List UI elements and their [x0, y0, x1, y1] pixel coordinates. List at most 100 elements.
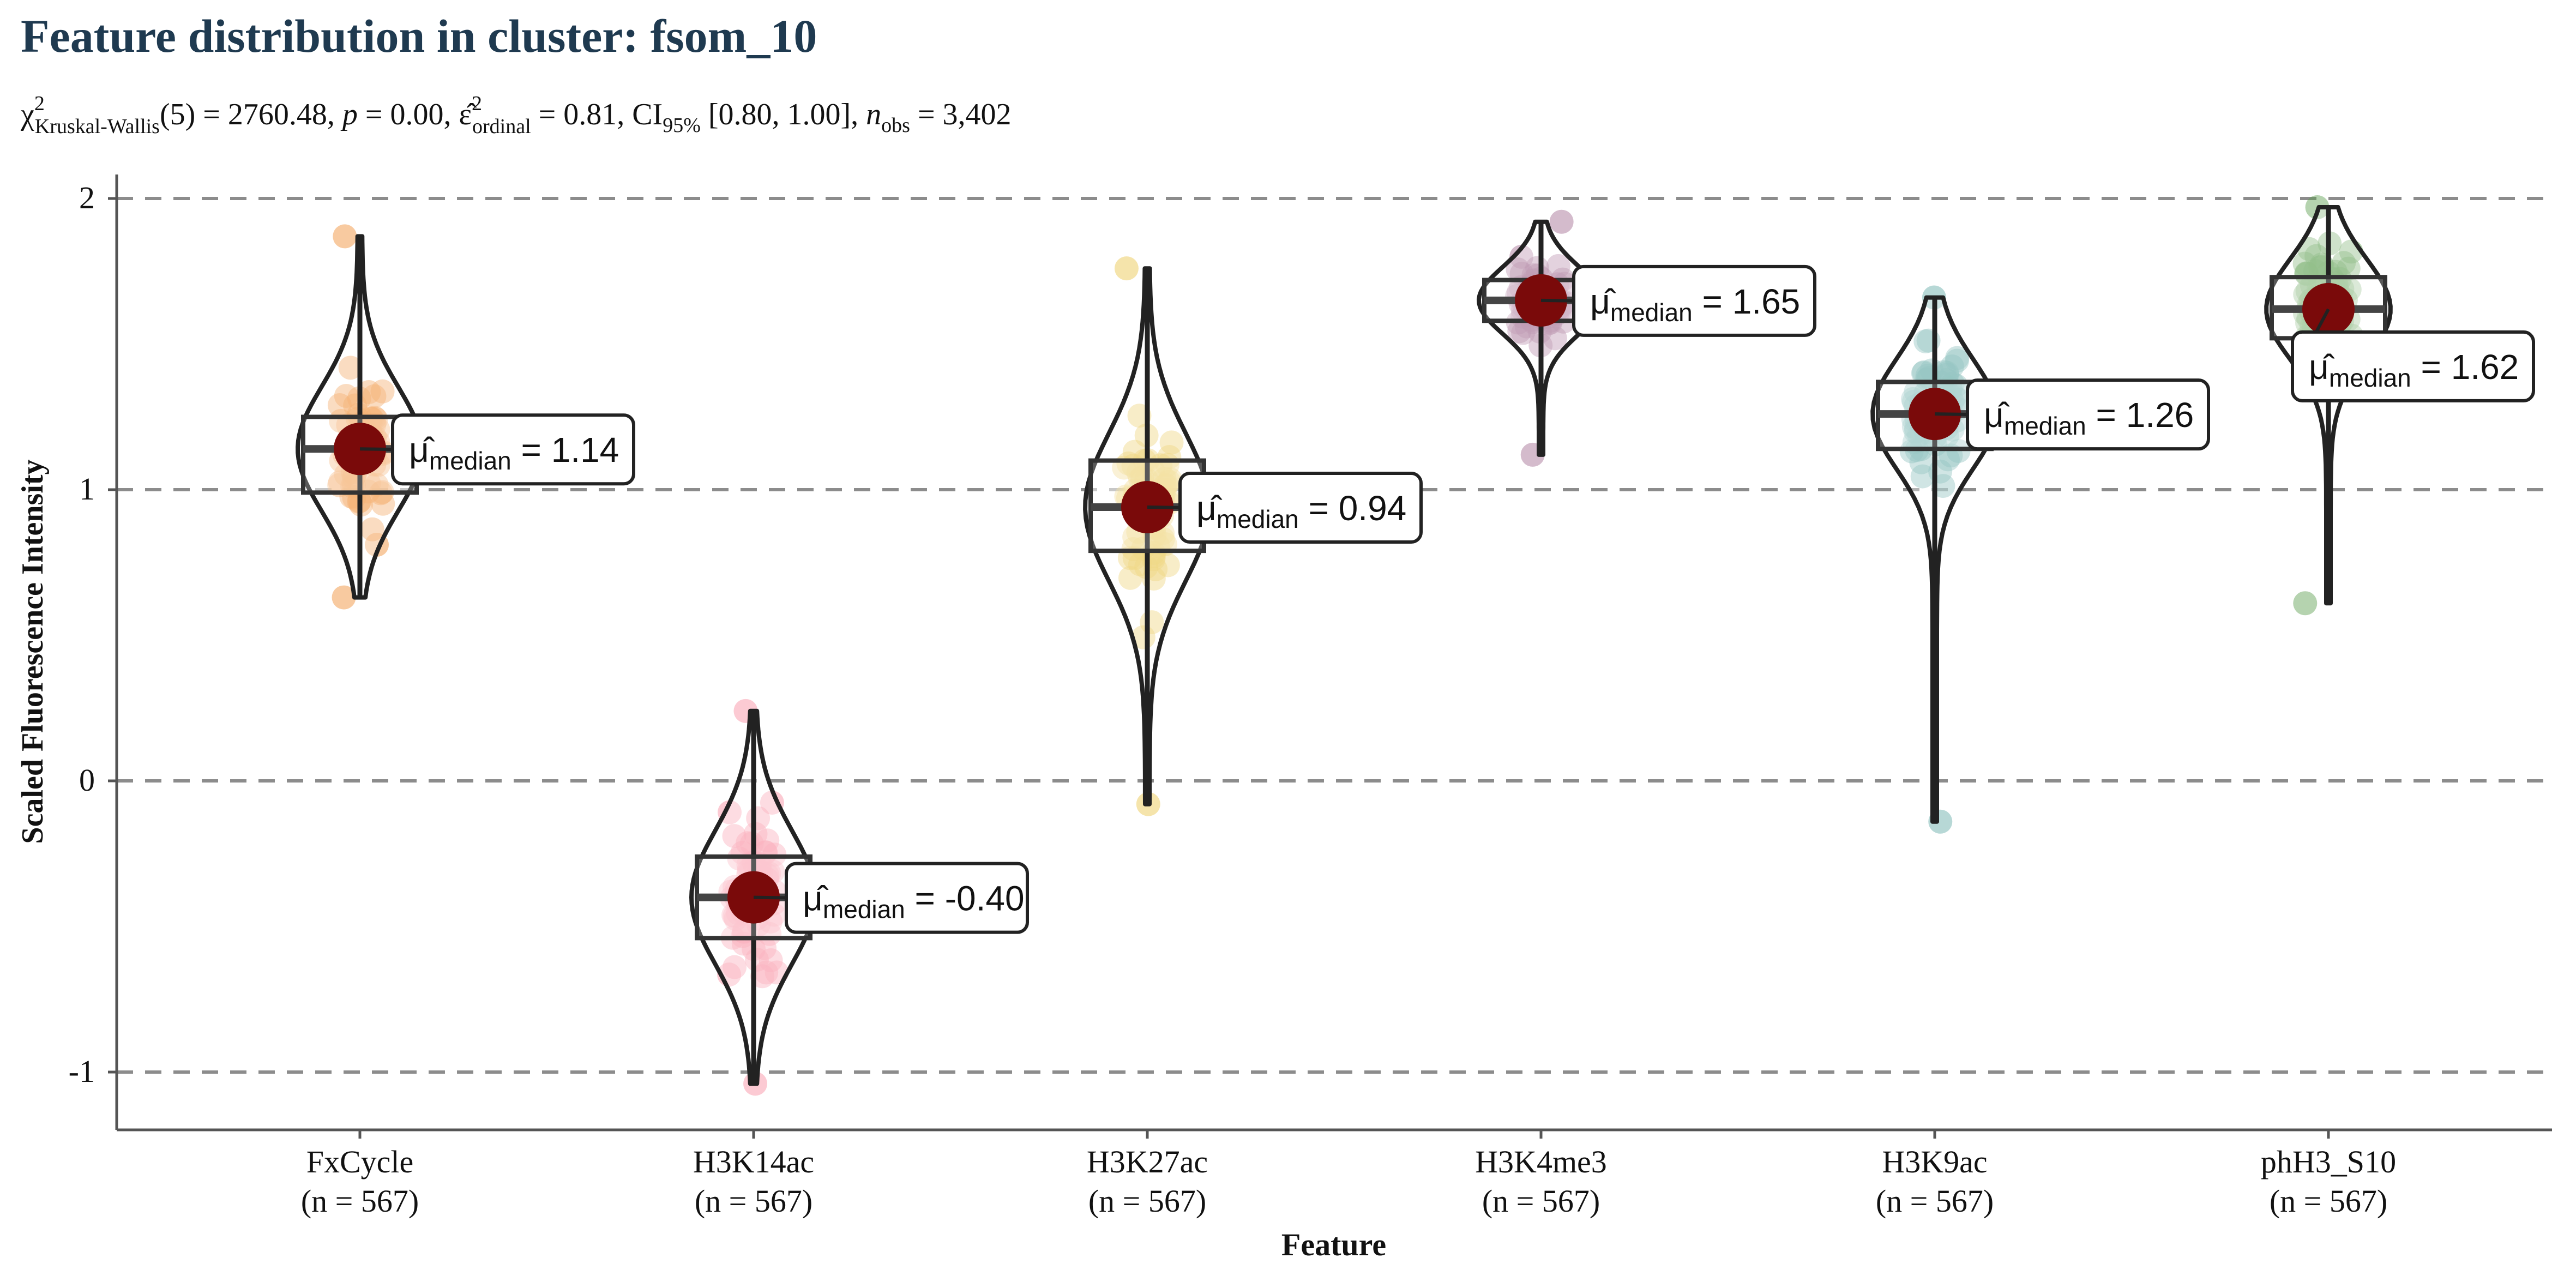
median-label-box — [785, 862, 1029, 934]
data-point — [1546, 254, 1570, 278]
median-label-sub: median — [429, 447, 511, 475]
median-label-value: = 1.65 — [1693, 282, 1801, 321]
data-point — [360, 517, 384, 541]
y-tick-label: 0 — [79, 762, 95, 798]
x-tick-label: H3K27ac — [1087, 1144, 1208, 1179]
x-tick-label: H3K14ac — [693, 1144, 814, 1179]
data-point — [1509, 244, 1534, 269]
median-label-sub: median — [823, 895, 905, 924]
subtitle-n-var: n — [866, 98, 881, 131]
y-tick-label: 1 — [79, 471, 95, 507]
x-tick-count: (n = 567) — [2270, 1183, 2387, 1219]
subtitle-ci-sub: 95% — [663, 114, 701, 137]
data-point — [1151, 527, 1175, 551]
data-point — [1114, 256, 1139, 281]
data-point — [722, 824, 747, 848]
subtitle-n-val: = 3,402 — [910, 98, 1012, 131]
data-point — [2294, 262, 2319, 286]
median-label: μ̂median = 0.94 — [1196, 489, 1406, 533]
boxplots — [301, 207, 2387, 1084]
data-point — [338, 356, 363, 380]
data-point — [723, 955, 747, 979]
data-point — [1159, 430, 1184, 455]
data-point — [1936, 447, 1960, 472]
median-label: μ̂median = 1.65 — [1590, 282, 1800, 327]
subtitle-chi-sup: 2 — [34, 92, 45, 115]
data-point — [1913, 329, 1938, 354]
y-axis-label: Scaled Fluorescence Intensity — [16, 459, 50, 844]
data-point — [1945, 348, 1970, 373]
median-label-sub: median — [1217, 505, 1299, 533]
median-label-value: = 0.94 — [1299, 489, 1407, 528]
median-label-value: = -0.40 — [905, 879, 1025, 918]
data-point — [2332, 251, 2356, 275]
subtitle-df-stat: (5) = 2760.48, — [160, 98, 342, 131]
median-label-sub: median — [2329, 364, 2411, 392]
chart-title: Feature distribution in cluster: fsom_10 — [21, 10, 817, 62]
data-point — [1911, 361, 1935, 386]
data-point — [754, 960, 779, 985]
subtitle-eps-sub: ordinal — [472, 115, 531, 138]
data-point — [1910, 464, 1935, 489]
median-label-box — [1178, 472, 1423, 544]
data-point — [759, 948, 783, 972]
subtitle-eps-sup: 2 — [472, 92, 482, 115]
data-point — [753, 936, 777, 960]
subtitle-chi-sub: Kruskal-Wallis — [35, 115, 160, 138]
data-point — [745, 947, 769, 972]
data-point — [1935, 360, 1959, 385]
median-label: μ̂median = 1.26 — [1984, 395, 2194, 440]
median-label-value: = 1.62 — [2411, 347, 2519, 387]
median-label-sub: median — [2004, 412, 2086, 440]
y-tick-label: 2 — [79, 180, 95, 215]
data-point — [2336, 256, 2361, 281]
data-point — [333, 224, 357, 249]
data-point — [1912, 360, 1936, 384]
data-point — [1549, 209, 1574, 234]
median-label-value: = 1.26 — [2086, 395, 2194, 435]
x-tick-count: (n = 567) — [695, 1183, 812, 1219]
x-tick-count: (n = 567) — [1482, 1183, 1600, 1219]
subtitle-ci-val: [0.80, 1.00], — [701, 98, 866, 131]
data-point — [755, 828, 780, 853]
median-label: μ̂median = -0.40 — [803, 879, 1025, 924]
data-point — [730, 840, 755, 865]
data-point — [1543, 326, 1567, 351]
scatter-points — [327, 195, 2364, 1096]
median-label-box — [1966, 378, 2210, 451]
chart-subtitle: χ2 Kruskal-Wallis(5) = 2760.48, p = 0.00,… — [20, 92, 1012, 138]
data-point — [1932, 360, 1957, 384]
data-point — [1126, 460, 1151, 485]
data-point — [1506, 257, 1530, 282]
median-label-box — [1572, 264, 1816, 337]
gridlines — [117, 197, 2552, 1074]
data-point — [2292, 251, 2317, 276]
data-point — [2294, 261, 2319, 286]
data-point — [362, 384, 387, 408]
data-point — [1507, 319, 1532, 344]
data-point — [1157, 445, 1182, 470]
data-point — [371, 491, 395, 516]
x-tick-label: FxCycle — [306, 1144, 414, 1179]
data-point — [332, 585, 356, 610]
x-ticks: FxCycle (n = 567) H3K14ac (n = 567) H3K27ac (… — [301, 1130, 2396, 1219]
data-point — [1909, 450, 1934, 474]
axes — [115, 174, 2552, 1131]
median-points — [334, 274, 2355, 924]
data-point — [1940, 354, 1964, 378]
data-point — [1899, 439, 1924, 464]
median-label-sub: median — [1610, 298, 1693, 327]
x-tick-count: (n = 567) — [301, 1183, 419, 1219]
data-point — [328, 470, 352, 495]
data-point — [1945, 346, 1970, 370]
median-label-box — [2291, 330, 2535, 402]
data-point — [370, 379, 395, 404]
subtitle-p-var: p — [340, 98, 358, 131]
median-label-box — [391, 413, 635, 486]
data-point — [1118, 565, 1142, 590]
data-point — [357, 471, 381, 496]
x-axis-label: Feature — [1281, 1227, 1386, 1262]
median-label: μ̂median = 1.62 — [2309, 347, 2519, 392]
data-point — [750, 964, 775, 989]
data-point — [2304, 244, 2329, 268]
